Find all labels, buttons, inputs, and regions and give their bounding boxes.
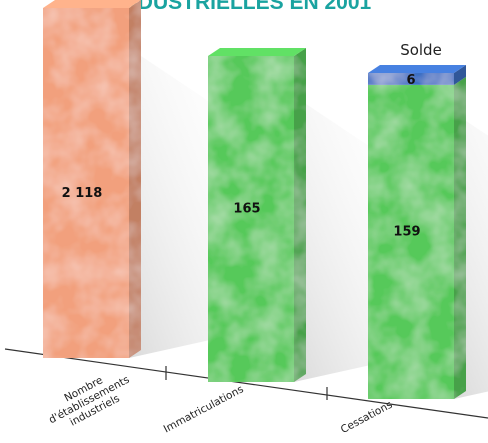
data-label: 159: [393, 225, 420, 240]
data-label-solde: 6: [406, 73, 415, 88]
bar-group: 6 Solde 159: [368, 41, 466, 399]
bar-front: [208, 56, 294, 382]
bars-group: 2 118 165 6 Solde 159: [43, 0, 466, 399]
bar-side: [454, 76, 466, 399]
x-axis-line: [4, 348, 488, 419]
bar-top: [208, 48, 306, 56]
bar-front: [43, 8, 129, 358]
x-axis: [4, 348, 488, 419]
bar-segment-side: [454, 65, 466, 85]
x-tick-label: Cessations: [339, 399, 395, 436]
bar-front: [368, 84, 454, 399]
bar-side: [294, 48, 306, 382]
bar-top: [368, 65, 466, 73]
bar-top: [43, 0, 141, 8]
segment-label: Solde: [400, 41, 442, 59]
chart-title: INDUSTRIELLES EN 2001: [117, 0, 372, 14]
x-tick-label-line: Cessations: [339, 399, 395, 436]
x-tick-label-line: Immatriculations: [162, 383, 246, 435]
bar-segment-solde: [368, 73, 454, 85]
data-label: 2 118: [62, 186, 103, 201]
bar-group: 2 118: [43, 0, 141, 358]
bar-group: 165: [208, 48, 306, 382]
data-label: 165: [233, 201, 260, 216]
bar-side: [129, 0, 141, 358]
x-tick-label: Immatriculations: [162, 383, 246, 435]
x-tick-label: Nombred'établissementsindustriels: [41, 363, 137, 437]
